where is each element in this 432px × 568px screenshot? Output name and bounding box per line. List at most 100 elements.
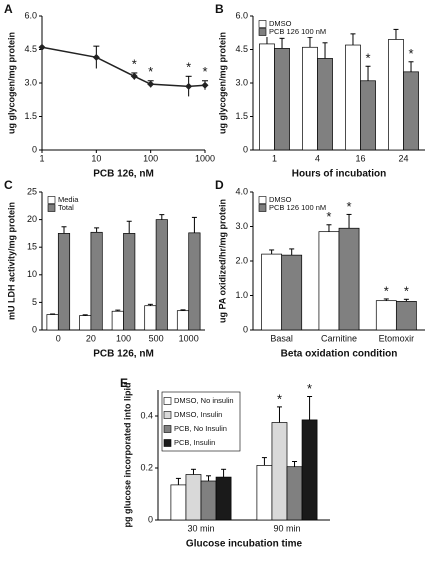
x-tick-label: 90 min [273,523,300,533]
bar [176,310,190,331]
x-tick-label: 30 min [187,523,214,533]
bar [215,476,232,521]
x-axis-label: PCB 126, nM [93,349,154,360]
significance: * [408,46,413,61]
y-tick-label: 3.0 [235,221,248,231]
bar [281,254,303,331]
bar [395,301,417,331]
x-tick-label: 1000 [179,333,199,343]
bar [111,310,124,331]
legend-box [257,18,319,37]
y-tick-label: 0 [243,144,248,154]
x-tick-label: 10 [91,153,101,163]
significance: * [326,209,331,224]
y-axis-label: ug glycogen/mg protein [6,32,16,134]
bar [345,44,361,151]
y-tick-label: 2.0 [235,255,248,265]
y-axis-label: ug PA oxidized/hr/mg protein [217,199,227,323]
y-axis-label: ug glycogen/mg protein [217,32,227,134]
legend-label: DMSO [269,195,292,204]
legend-label: Total [58,203,74,212]
line [41,46,206,88]
bar [318,231,340,331]
x-tick-label: Basal [270,333,293,343]
panel-letter: C [4,178,13,192]
bar [188,232,201,331]
significance: * [186,60,191,75]
legend-label: PCB, Insulin [174,438,215,447]
bar [185,474,202,521]
y-tick-label: 15 [27,242,37,252]
x-tick-label: 4 [315,153,320,163]
x-tick-label: 500 [149,333,164,343]
legend-label: PCB 126 100 nM [269,203,326,212]
legend-swatch [47,196,56,204]
significance: * [307,381,312,396]
x-axis-label: Hours of incubation [292,169,386,180]
bar [261,253,283,331]
legend-box [161,391,241,452]
panel-letter: E [120,376,128,390]
bar [271,422,288,521]
y-tick-label: 3.0 [24,77,37,87]
point [201,81,209,89]
bar [259,43,275,151]
y-tick-label: 1.5 [24,111,37,121]
y-tick-label: 1.5 [235,111,248,121]
y-axis-label: mU LDH activity/mg protein [6,202,16,320]
bar [256,465,273,521]
significance: * [347,199,352,214]
panel-letter: A [4,2,13,16]
y-tick-label: 0 [32,324,37,334]
bar [123,233,136,331]
legend-box [46,194,108,213]
y-tick-label: 1.0 [235,290,248,300]
legend-label: DMSO, Insulin [174,410,222,419]
legend-swatch [258,28,267,36]
bar [200,480,217,521]
bar [286,466,303,521]
bar [375,300,397,331]
panel-letter: B [215,2,224,16]
y-tick-label: 0 [148,514,153,524]
bar [302,46,318,151]
bar [403,71,419,151]
x-tick-label: Etomoxir [379,333,415,343]
panel-letter: D [215,178,224,192]
bar [338,227,360,331]
x-axis-label: PCB 126, nM [93,169,154,180]
legend-swatch [258,20,267,28]
bar [79,315,92,331]
significance: * [202,64,207,79]
significance: * [404,284,409,299]
y-tick-label: 0 [243,324,248,334]
legend-swatch [163,411,172,419]
y-tick-label: 0 [32,144,37,154]
y-tick-label: 6.0 [24,10,37,20]
bar [388,39,404,151]
x-axis-label: Glucose incubation time [186,539,303,550]
y-tick-label: 6.0 [235,10,248,20]
legend-label: PCB 126 100 nM [269,27,326,36]
y-tick-label: 10 [27,269,37,279]
legend-swatch [258,204,267,212]
y-tick-label: 25 [27,186,37,196]
legend-swatch [163,439,172,447]
significance: * [277,391,282,406]
legend-label: DMSO [269,19,292,28]
point [185,82,193,90]
bar [301,419,318,521]
y-tick-label: 5 [32,297,37,307]
legend-label: PCB, No Insulin [174,424,227,433]
legend-label: Media [58,195,79,204]
bar [155,219,168,331]
y-axis-label: pg glucose incorporated into lipid [122,382,132,527]
y-tick-label: 0.2 [140,462,153,472]
significance: * [384,283,389,298]
legend-label: DMSO, No insulin [174,396,234,405]
bar [57,233,71,331]
y-tick-label: 4.5 [235,44,248,54]
y-tick-label: 0.4 [140,410,153,420]
x-tick-label: 0 [56,333,61,343]
